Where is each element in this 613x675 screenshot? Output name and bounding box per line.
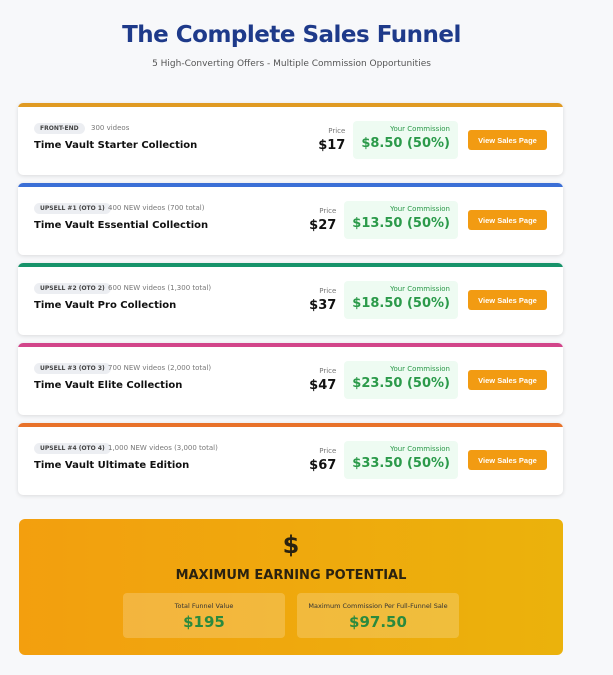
offer-badge: UPSELL #1 (OTO 1) (34, 203, 111, 214)
offer-name: Time Vault Essential Collection (34, 220, 209, 231)
video-count: 400 NEW videos (700 total) (108, 204, 205, 212)
card-accent-bar (18, 343, 563, 347)
commission-value: $23.50 (50%) (352, 376, 450, 391)
dollar-icon: $ (282, 531, 300, 559)
earning-summary: $ MAXIMUM EARNING POTENTIAL Total Funnel… (19, 519, 563, 655)
page-subtitle: 5 High-Converting Offers - Multiple Comm… (152, 59, 431, 69)
commission-block: Your Commission $13.50 (50%) (344, 201, 458, 239)
offer-badge: UPSELL #4 (OTO 4) (34, 443, 111, 454)
price-block: Price $27 (309, 207, 336, 233)
commission-label: Your Commission (390, 445, 450, 453)
video-count: 700 NEW videos (2,000 total) (108, 364, 212, 372)
max-commission: Maximum Commission Per Full-Funnel Sale … (297, 593, 459, 638)
price-label: Price (319, 367, 337, 375)
price-label: Price (319, 287, 337, 295)
commission-value: $18.50 (50%) (352, 296, 450, 311)
offer-card: UPSELL #3 (OTO 3) 700 NEW videos (2,000 … (18, 343, 563, 415)
video-count: 300 videos (91, 124, 130, 132)
commission-block: Your Commission $18.50 (50%) (344, 281, 458, 319)
price-block: Price $47 (309, 367, 336, 393)
price-value: $27 (309, 218, 337, 233)
commission-value: $8.50 (50%) (361, 136, 450, 151)
offer-name: Time Vault Pro Collection (34, 300, 177, 311)
price-block: Price $37 (309, 287, 336, 313)
offer-card: UPSELL #4 (OTO 4) 1,000 NEW videos (3,00… (18, 423, 563, 495)
commission-label: Your Commission (390, 285, 450, 293)
page-title: The Complete Sales Funnel (122, 22, 461, 48)
commission-value: $13.50 (50%) (352, 216, 450, 231)
total-funnel-value: Total Funnel Value $195 (123, 593, 285, 638)
video-count: 600 NEW videos (1,300 total) (108, 284, 212, 292)
offer-card: FRONT-END 300 videos Time Vault Starter … (18, 103, 563, 175)
commission-label: Your Commission (390, 365, 450, 373)
commission-block: Your Commission $8.50 (50%) (353, 121, 458, 159)
view-sales-page-button[interactable]: View Sales Page (468, 370, 547, 390)
price-block: Price $17 (318, 127, 345, 153)
price-label: Price (319, 207, 337, 215)
card-accent-bar (18, 103, 563, 107)
price-label: Price (319, 447, 337, 455)
price-value: $17 (318, 138, 346, 153)
max-value: $97.50 (349, 613, 407, 631)
commission-block: Your Commission $33.50 (50%) (344, 441, 458, 479)
card-accent-bar (18, 263, 563, 267)
view-sales-page-button[interactable]: View Sales Page (468, 450, 547, 470)
commission-block: Your Commission $23.50 (50%) (344, 361, 458, 399)
commission-label: Your Commission (390, 205, 450, 213)
commission-value: $33.50 (50%) (352, 456, 450, 471)
summary-title: MAXIMUM EARNING POTENTIAL (175, 568, 407, 583)
price-value: $37 (309, 298, 337, 313)
offer-name: Time Vault Elite Collection (34, 380, 183, 391)
video-count: 1,000 NEW videos (3,000 total) (108, 444, 218, 452)
price-label: Price (328, 127, 346, 135)
view-sales-page-button[interactable]: View Sales Page (468, 210, 547, 230)
offer-name: Time Vault Starter Collection (34, 140, 198, 151)
max-label: Maximum Commission Per Full-Funnel Sale (308, 602, 448, 610)
offer-card: UPSELL #1 (OTO 1) 400 NEW videos (700 to… (18, 183, 563, 255)
view-sales-page-button[interactable]: View Sales Page (468, 290, 547, 310)
total-label: Total Funnel Value (174, 602, 234, 610)
offer-name: Time Vault Ultimate Edition (34, 460, 190, 471)
view-sales-page-button[interactable]: View Sales Page (468, 130, 547, 150)
card-accent-bar (18, 183, 563, 187)
offer-badge: UPSELL #2 (OTO 2) (34, 283, 111, 294)
price-block: Price $67 (309, 447, 336, 473)
card-accent-bar (18, 423, 563, 427)
offer-badge: FRONT-END (34, 123, 85, 134)
offer-badge: UPSELL #3 (OTO 3) (34, 363, 111, 374)
offer-card: UPSELL #2 (OTO 2) 600 NEW videos (1,300 … (18, 263, 563, 335)
price-value: $47 (309, 378, 337, 393)
commission-label: Your Commission (390, 125, 450, 133)
total-value: $195 (183, 613, 225, 631)
price-value: $67 (309, 458, 337, 473)
